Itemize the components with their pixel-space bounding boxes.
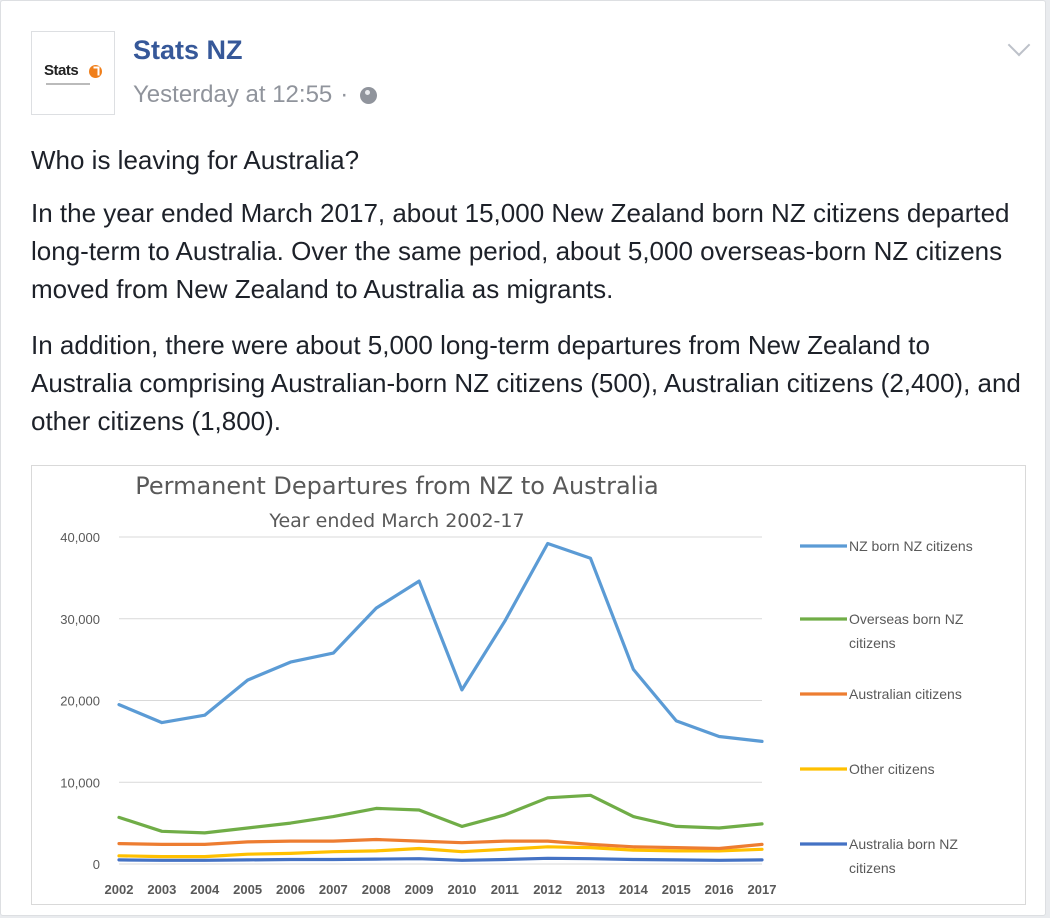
x-tick-label: 2013 (576, 882, 605, 897)
legend-label: Overseas born NZ citizens (849, 611, 964, 651)
legend-label: NZ born NZ citizens (849, 538, 973, 554)
x-tick-label: 2009 (405, 882, 434, 897)
x-tick-label: 2005 (233, 882, 262, 897)
x-tick-label: 2016 (705, 882, 734, 897)
series-line (117, 793, 764, 835)
y-tick-label: 0 (93, 857, 100, 872)
post-paragraph-2: In addition, there were about 5,000 long… (31, 330, 1021, 436)
series-line (117, 541, 764, 743)
logo-check-icon (89, 65, 102, 78)
legend-label: Australian citizens (849, 686, 962, 702)
series-line (117, 837, 764, 851)
x-tick-label: 2010 (447, 882, 476, 897)
avatar-logo-text: Stats (44, 62, 79, 79)
x-tick-label: 2015 (662, 882, 691, 897)
series-line (117, 856, 764, 862)
x-tick-label: 2012 (533, 882, 562, 897)
x-tick-label: 2002 (105, 882, 134, 897)
x-tick-label: 2014 (619, 882, 649, 897)
series-line (117, 845, 764, 859)
y-tick-label: 20,000 (60, 694, 100, 709)
avatar[interactable]: Stats (31, 31, 115, 115)
globe-icon[interactable] (360, 86, 378, 104)
legend-label: Australia born NZ citizens (849, 836, 958, 876)
page-name-link[interactable]: Stats NZ (133, 35, 243, 65)
meta-separator: · (340, 81, 349, 108)
x-tick-label: 2007 (319, 882, 348, 897)
x-tick-label: 2006 (276, 882, 305, 897)
chart-image[interactable]: Permanent Departures from NZ to Australi… (31, 465, 1026, 905)
chart-subtitle: Year ended March 2002-17 (268, 510, 524, 532)
legend-label: Other citizens (849, 761, 935, 777)
logo-tagline-decoration (46, 83, 90, 85)
post-meta: Yesterday at 12:55 · (133, 81, 378, 109)
y-tick-label: 40,000 (60, 530, 100, 545)
post-timestamp[interactable]: Yesterday at 12:55 (133, 81, 333, 108)
x-tick-label: 2003 (147, 882, 176, 897)
x-tick-label: 2004 (190, 882, 220, 897)
post-heading: Who is leaving for Australia? (31, 145, 360, 175)
line-chart: Permanent Departures from NZ to Australi… (60, 472, 973, 897)
chart-title: Permanent Departures from NZ to Australi… (135, 472, 658, 500)
y-tick-label: 10,000 (60, 775, 100, 790)
y-tick-label: 30,000 (60, 612, 100, 627)
post-paragraph-1: In the year ended March 2017, about 15,0… (31, 198, 1010, 304)
chevron-down-icon[interactable] (1007, 33, 1031, 57)
x-tick-label: 2008 (362, 882, 391, 897)
x-tick-label: 2011 (491, 882, 519, 897)
x-tick-label: 2017 (748, 882, 777, 897)
